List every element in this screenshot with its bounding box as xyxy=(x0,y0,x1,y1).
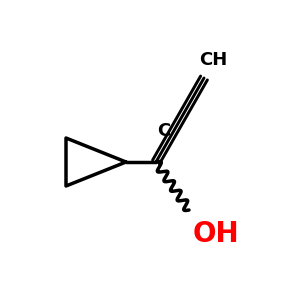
Text: CH: CH xyxy=(199,51,227,69)
Text: C: C xyxy=(157,122,170,140)
Text: OH: OH xyxy=(193,220,239,248)
